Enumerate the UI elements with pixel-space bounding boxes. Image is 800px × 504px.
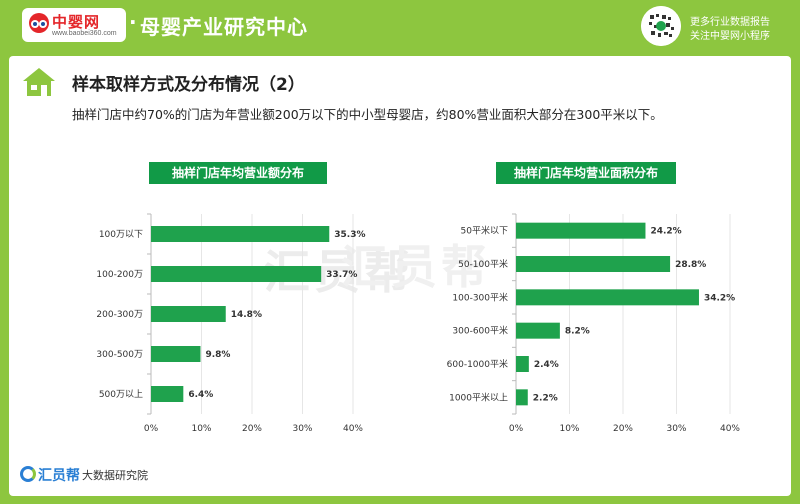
revenue-value-label: 9.8% [205, 350, 230, 360]
area-bar [516, 356, 529, 372]
area-tick-label: 0% [509, 424, 524, 434]
footer-text: 大数据研究院 [82, 469, 148, 482]
area-bar [516, 322, 560, 339]
area-tick-label: 30% [666, 424, 686, 434]
baby-face-icon [29, 13, 49, 33]
revenue-bar [151, 386, 184, 402]
revenue-bar [151, 226, 330, 242]
qr-caption-line1: 更多行业数据报告 [690, 17, 770, 28]
revenue-bar [151, 346, 201, 362]
revenue-category-label: 200-300万 [96, 310, 143, 320]
area-value-label: 28.8% [675, 260, 706, 270]
revenue-value-label: 14.8% [231, 310, 262, 320]
area-value-label: 34.2% [704, 293, 735, 303]
huiyuanbang-logo-icon [20, 466, 36, 482]
section-subtitle: 抽样门店中约70%的门店为年营业额200万以下的中小型母婴店，约80%营业面积大… [72, 107, 663, 122]
chart-title-revenue: 抽样门店年均营业额分布 [149, 162, 327, 184]
logo-name: 中婴网 [52, 13, 101, 31]
revenue-category-label: 500万以上 [99, 389, 143, 400]
area-bar [516, 289, 699, 306]
area-value-label: 2.4% [534, 360, 559, 370]
qr-code-icon[interactable] [641, 6, 681, 46]
area-tick-label: 40% [720, 424, 740, 434]
revenue-tick-label: 30% [292, 424, 312, 434]
section-title: 样本取样方式及分布情况（2） [72, 75, 305, 95]
area-category-label: 100-300平米 [452, 291, 508, 303]
area-tick-label: 20% [613, 424, 633, 434]
chart-title-area: 抽样门店年均营业面积分布 [496, 162, 676, 184]
revenue-value-label: 6.4% [188, 390, 213, 400]
area-value-label: 2.2% [533, 393, 558, 403]
revenue-category-label: 100万以下 [99, 230, 143, 240]
revenue-tick-label: 40% [343, 424, 363, 434]
header-separator: · [129, 10, 137, 34]
logo-url: www.baobei360.com [52, 30, 117, 37]
area-value-label: 24.2% [650, 227, 681, 237]
area-category-label: 300-600平米 [452, 325, 508, 337]
area-bar [516, 222, 646, 239]
footer-brand[interactable]: 汇员帮 [20, 464, 80, 488]
footer-brand-name: 汇员帮 [38, 468, 80, 484]
revenue-value-label: 33.7% [326, 270, 357, 280]
revenue-value-label: 35.3% [334, 230, 365, 240]
house-icon [23, 68, 55, 96]
content-card: 样本取样方式及分布情况（2） 抽样门店中约70%的门店为年营业额200万以下的中… [9, 56, 791, 496]
header: 中婴网 www.baobei360.com · 母婴产业研究中心 更多行业数据报… [0, 0, 800, 52]
area-category-label: 1000平米以上 [449, 391, 508, 403]
revenue-tick-label: 20% [242, 424, 262, 434]
chart-area: 0% 10% 20% 30% 40% 50平米以下 24.2% 50-100平米 28.8% 10… [447, 213, 740, 434]
chart-revenue: 0% 10% 20% 30% 40% 100万以下 35.3% 100-200万 33.7% 20… [96, 213, 365, 434]
area-category-label: 50平米以下 [461, 225, 508, 237]
watermark-right: 汇员帮 [341, 240, 491, 294]
revenue-tick-label: 10% [191, 424, 211, 434]
qr-caption-line2: 关注中婴网小程序 [690, 31, 770, 42]
revenue-category-label: 100-200万 [96, 270, 143, 280]
area-bar [516, 256, 671, 272]
area-value-label: 8.2% [565, 327, 590, 337]
area-tick-label: 10% [559, 424, 579, 434]
revenue-bar [151, 266, 322, 282]
area-bar [516, 389, 528, 406]
revenue-tick-label: 0% [144, 424, 159, 434]
area-category-label: 50-100平米 [458, 258, 508, 270]
revenue-category-label: 300-500万 [96, 350, 143, 360]
header-title: 母婴产业研究中心 [140, 15, 308, 39]
brand-logo[interactable]: 中婴网 www.baobei360.com [22, 8, 126, 42]
revenue-bar [151, 306, 226, 322]
area-category-label: 600-1000平米 [447, 358, 508, 370]
